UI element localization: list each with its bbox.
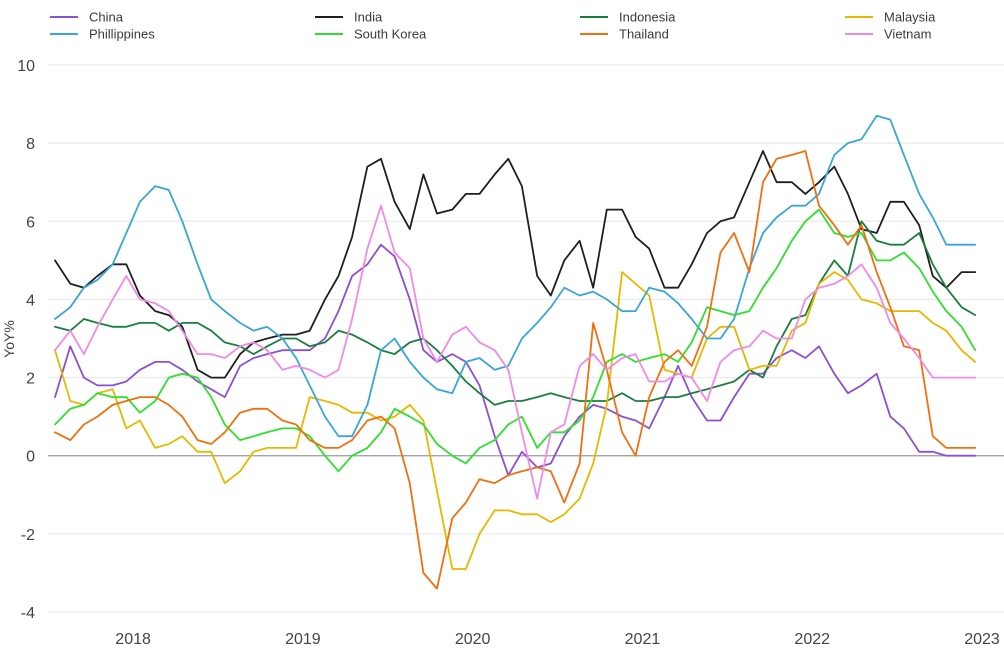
chart-legend: China India Indonesia Malaysia Phillippines S… [50, 10, 936, 42]
y-tick-label: 8 [26, 136, 35, 153]
x-tick-label: 2022 [794, 631, 830, 648]
series-line-phillippines [54, 114, 977, 438]
y-tick-label: 4 [26, 292, 35, 309]
y-axis-label: YoY% [1, 320, 17, 358]
x-tick-label: 2021 [625, 631, 661, 648]
legend-label: Vietnam [884, 27, 931, 42]
legend-label: Phillippines [89, 27, 155, 42]
series-line-thailand [54, 150, 977, 590]
x-tick-label: 2023 [964, 631, 1000, 648]
y-tick-label: 10 [17, 58, 35, 75]
legend-label: China [89, 10, 124, 25]
x-tick-label: 2018 [115, 631, 151, 648]
series-line-south-korea [54, 208, 977, 473]
legend-label: Malaysia [884, 10, 936, 25]
y-tick-label: -4 [21, 605, 35, 622]
y-axis-tick-labels: 10 8 6 4 2 0 -2 -4 [17, 58, 35, 622]
x-axis-tick-labels: 2018 2019 2020 2021 2022 2023 [115, 631, 1000, 648]
series-lines [54, 114, 977, 590]
legend-label: South Korea [354, 27, 427, 42]
legend-label: Indonesia [619, 10, 676, 25]
x-tick-label: 2020 [455, 631, 491, 648]
legend-label: India [354, 10, 383, 25]
y-tick-label: 6 [26, 214, 35, 231]
y-tick-label: -2 [21, 527, 35, 544]
series-line-malaysia [54, 271, 977, 570]
series-line-china [54, 243, 977, 477]
series-line-india [54, 150, 977, 379]
x-tick-label: 2019 [285, 631, 321, 648]
series-line-vietnam [54, 204, 977, 500]
legend-label: Thailand [619, 27, 669, 42]
y-tick-label: 0 [26, 449, 35, 466]
y-tick-label: 2 [26, 371, 35, 388]
gridlines [48, 64, 1004, 613]
